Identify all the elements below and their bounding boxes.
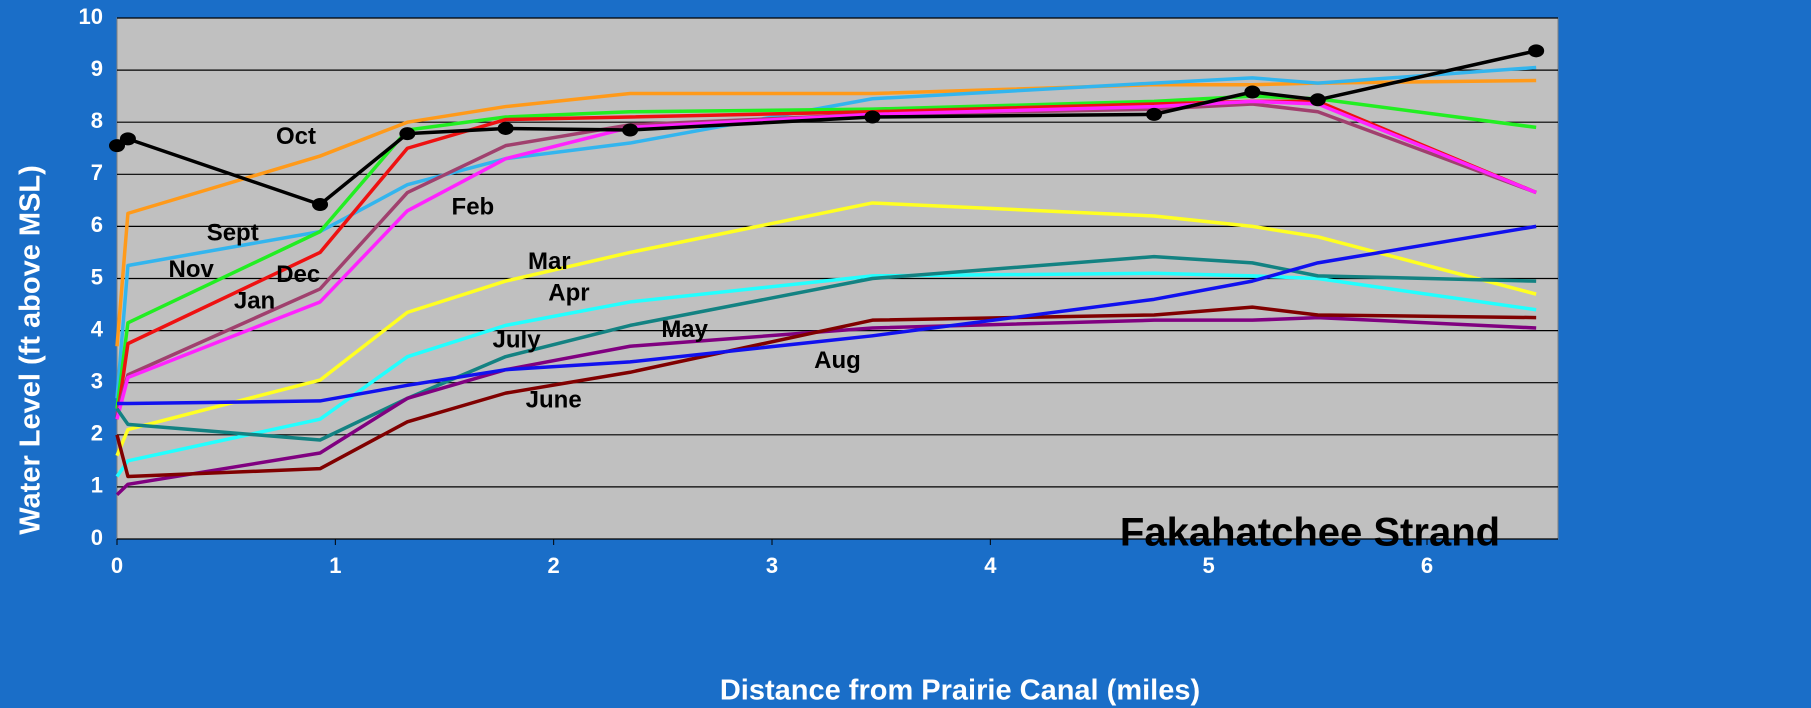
point (1244, 85, 1261, 99)
series-label: Oct (276, 123, 316, 150)
series-label: Jan (234, 287, 275, 314)
series-line (115, 94, 1537, 409)
series-label: Nov (169, 256, 215, 283)
series-label: July (493, 326, 542, 353)
point (312, 198, 329, 212)
series-line (115, 315, 1537, 496)
y-tick-label: 1 (91, 473, 103, 498)
point (109, 139, 125, 153)
series-label: Apr (548, 279, 589, 306)
x-axis-label: Distance from Prairie Canal (miles) (720, 675, 1200, 707)
x-tick-label: 0 (111, 553, 123, 578)
series-label: May (661, 316, 708, 343)
series-label: Dec (276, 261, 320, 288)
x-tick-label: 3 (766, 553, 778, 578)
y-tick-label: 9 (91, 56, 103, 81)
series-line (115, 78, 1537, 347)
series-line (117, 224, 1537, 406)
x-tick-label: 6 (1421, 553, 1433, 578)
y-tick-label: 8 (91, 108, 103, 133)
point (399, 127, 416, 141)
point (497, 121, 514, 135)
x-tick-label: 4 (984, 553, 997, 578)
y-tick-label: 4 (91, 316, 104, 341)
point (1309, 93, 1326, 107)
series-label: Aug (814, 347, 861, 374)
y-tick-label: 3 (91, 369, 103, 394)
y-tick-label: 5 (91, 264, 103, 289)
series-label: June (526, 386, 582, 413)
y-tick-label: 2 (91, 421, 103, 446)
point (864, 110, 881, 124)
y-axis-label: Water Level (ft above MSL) (15, 165, 47, 535)
series-line (115, 201, 1537, 457)
series-line (115, 65, 1537, 399)
point (119, 132, 136, 146)
x-tick-label: 2 (548, 553, 560, 578)
x-tick-label: 5 (1203, 553, 1215, 578)
series-label: Sept (207, 220, 259, 247)
point (1146, 107, 1163, 121)
y-tick-label: 7 (91, 160, 103, 185)
y-tick-label: 6 (91, 212, 103, 237)
annotation: Fakahatchee Strand (1120, 511, 1500, 555)
series-line (115, 254, 1537, 442)
series-label: Feb (452, 194, 495, 221)
series-line (115, 305, 1537, 479)
series-label: Mar (528, 248, 571, 275)
y-tick-label: 0 (91, 525, 103, 550)
point (1528, 44, 1545, 58)
y-tick-label: 10 (79, 4, 103, 29)
x-tick-label: 1 (329, 553, 341, 578)
point (622, 123, 639, 137)
